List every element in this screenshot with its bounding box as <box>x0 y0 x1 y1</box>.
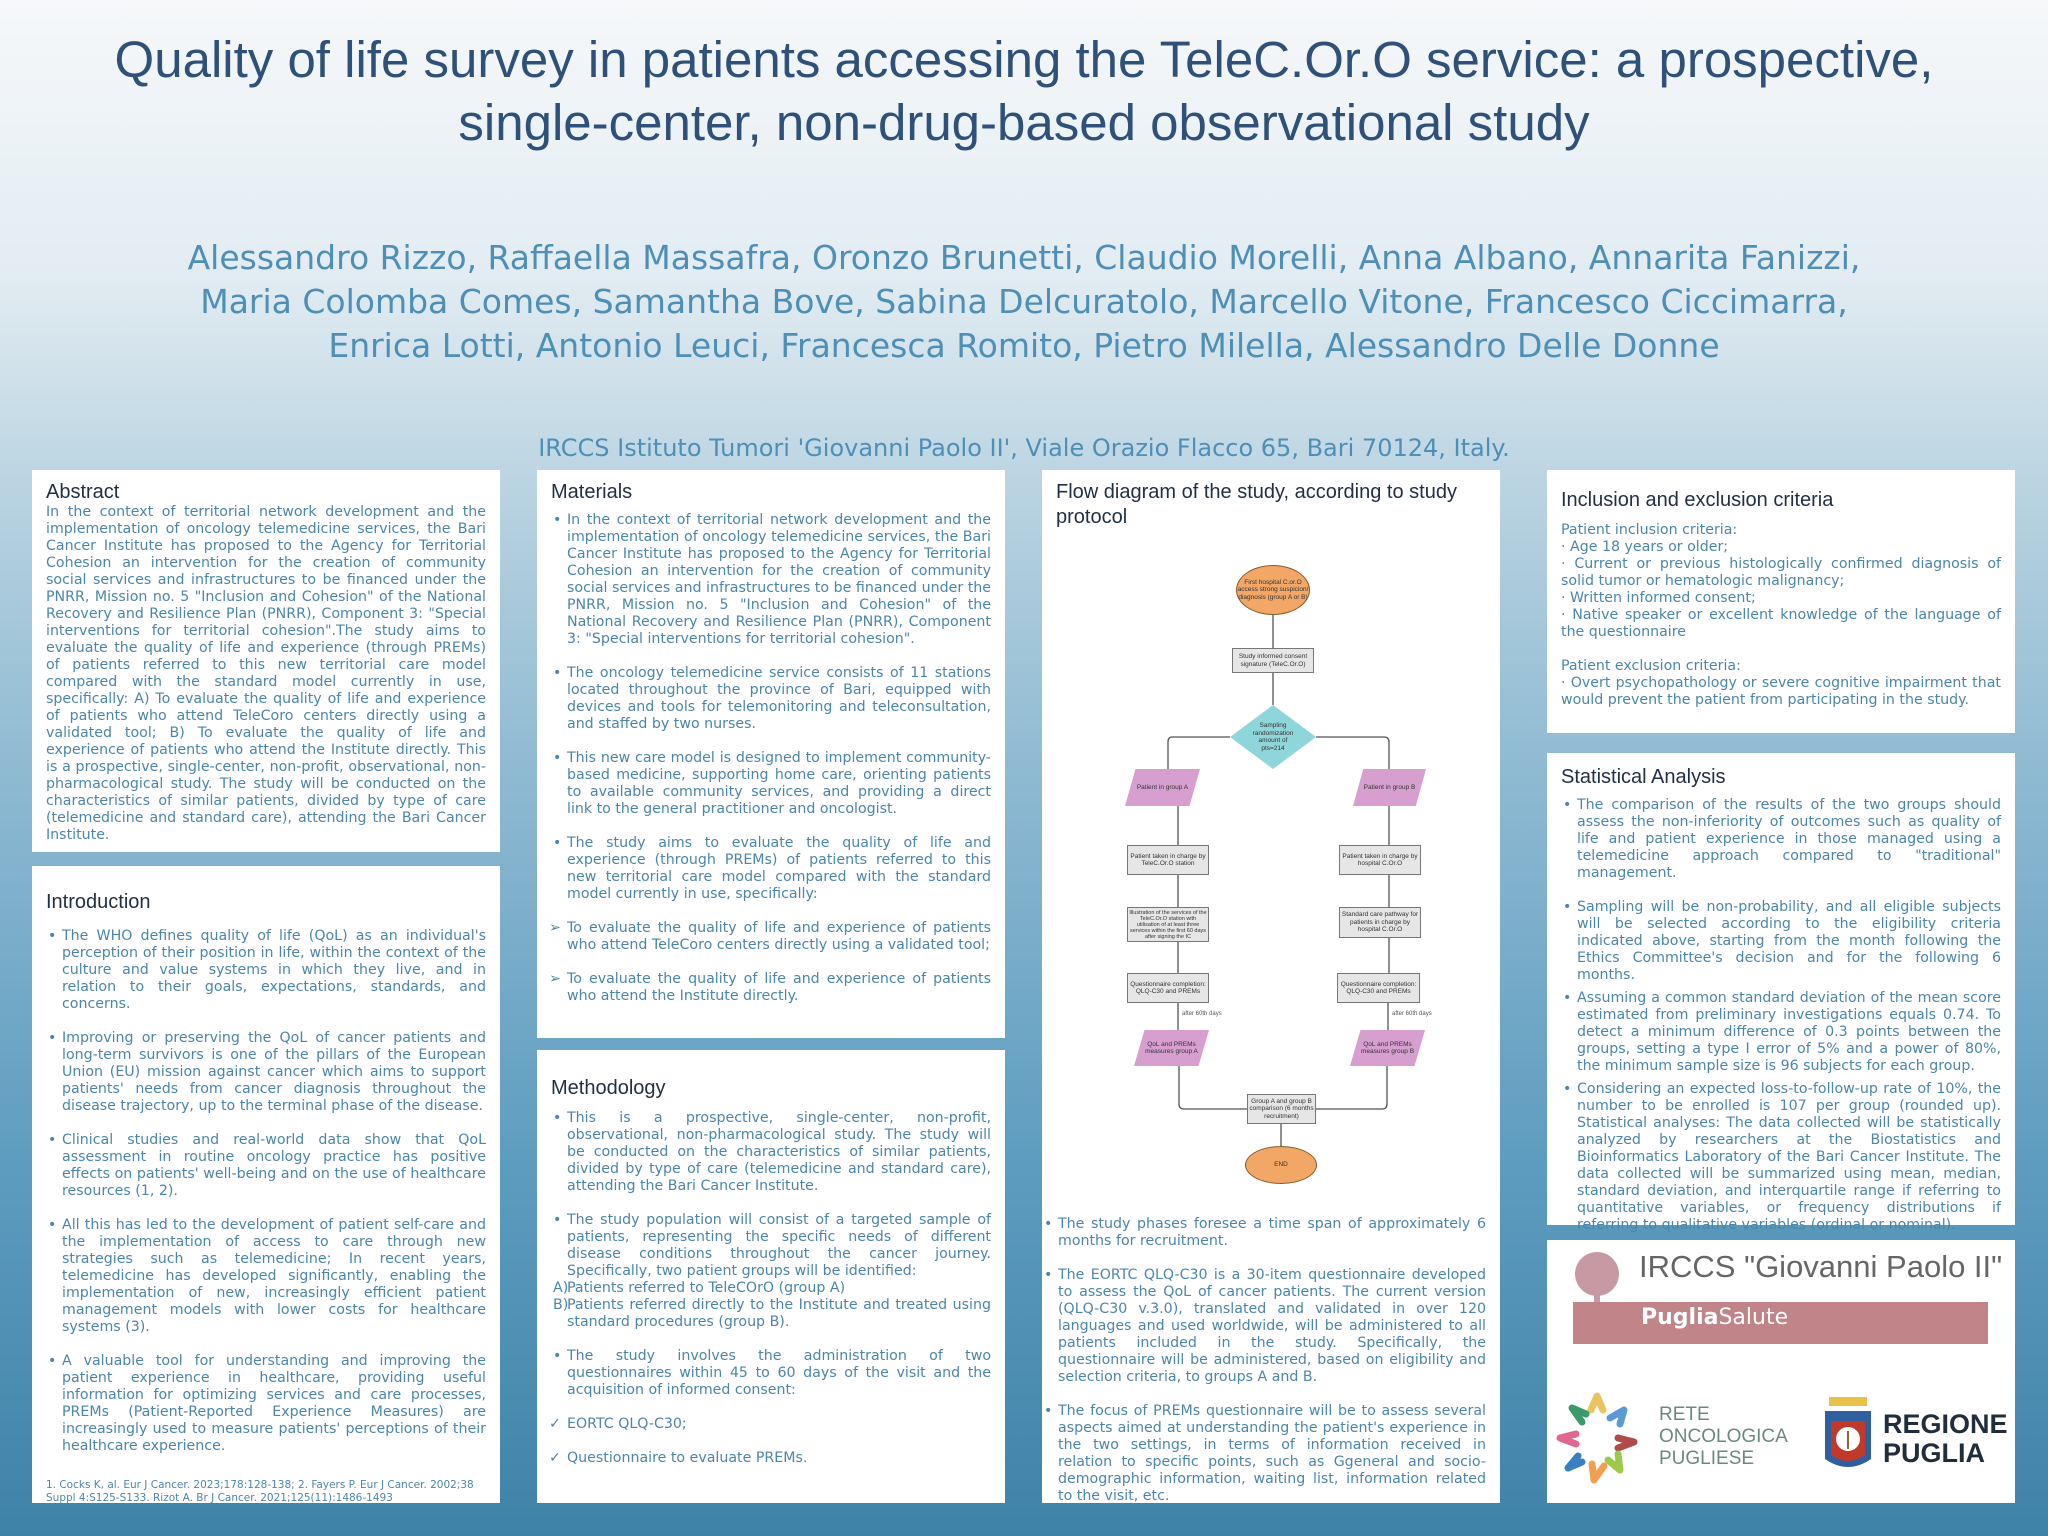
regione-puglia-text: REGIONE PUGLIA <box>1883 1410 2008 1468</box>
flow-after-b-label: after 60th days <box>1392 1011 1432 1017</box>
rete-line: ONCOLOGICA <box>1659 1426 1788 1447</box>
intro-bullet: The WHO defines quality of life (QoL) as… <box>46 928 486 1013</box>
questionnaire-item: Questionnaire to evaluate PREMs. <box>549 1450 991 1467</box>
flow-questionnaire-a-node: Questionnaire completion: QLQ-C30 and PR… <box>1127 973 1209 1003</box>
methodology-bullet: This is a prospective, single-center, no… <box>551 1110 991 1195</box>
intro-bullet: Clinical studies and real-world data sho… <box>46 1132 486 1200</box>
regione-puglia-crest-logo <box>1825 1397 1871 1467</box>
intro-bullet: A valuable tool for understanding and im… <box>46 1353 486 1455</box>
author-list: Alessandro Rizzo, Raffaella Massafra, Or… <box>187 238 1861 365</box>
regione-line: REGIONE <box>1883 1409 2008 1439</box>
inclusion-item: · Age 18 years or older; <box>1561 539 1729 555</box>
criteria-heading: Inclusion and exclusion criteria <box>1561 489 1834 511</box>
methodology-heading: Methodology <box>551 1077 666 1099</box>
introduction-heading: Introduction <box>46 891 151 913</box>
rete-oncologica-text: RETE ONCOLOGICA PUGLIESE <box>1659 1404 1788 1470</box>
materials-bullet: The oncology telemedicine service consis… <box>551 665 991 733</box>
exclusion-title: Patient exclusion criteria: <box>1561 658 1741 674</box>
materials-objective: To evaluate the quality of life and expe… <box>549 920 991 954</box>
materials-bullet: This new care model is designed to imple… <box>551 750 991 818</box>
statistics-panel: Statistical Analysis The comparison of t… <box>1547 753 2015 1233</box>
puglia-salute-rest: Salute <box>1718 1305 1789 1330</box>
statistics-bullet: The comparison of the results of the two… <box>1561 797 2001 882</box>
materials-heading: Materials <box>551 481 633 503</box>
intro-bullet: Improving or preserving the QoL of cance… <box>46 1030 486 1115</box>
flow-qol-b-node: QoL and PREMs measures group B <box>1350 1030 1425 1066</box>
flow-start-node: First hospital C.or.O access strong susp… <box>1236 565 1310 615</box>
statistics-heading: Statistical Analysis <box>1561 766 1726 788</box>
flow-qol-a-node: QoL and PREMs measures group A <box>1134 1030 1209 1066</box>
criteria-panel: Inclusion and exclusion criteria Patient… <box>1547 470 2015 733</box>
abstract-text: In the context of territorial network de… <box>46 504 486 843</box>
flow-charge-a-node: Patient taken in charge by TeleC.Or.O st… <box>1127 845 1209 875</box>
inclusion-item: · Native speaker or excellent knowledge … <box>1561 607 2001 640</box>
methodology-bullet: The study population will consist of a t… <box>551 1212 991 1280</box>
methodology-bullet: The study involves the administration of… <box>551 1348 991 1399</box>
flow-bullet: The study phases foresee a time span of … <box>1042 1216 1486 1250</box>
flow-standard-b-node: Standard care pathway for patients in ch… <box>1339 907 1421 938</box>
abstract-heading: Abstract <box>46 481 120 503</box>
inclusion-item: · Current or previous histologically con… <box>1561 556 2001 589</box>
regione-line: PUGLIA <box>1883 1438 1986 1468</box>
rete-oncologica-ribbons-logo <box>1556 1392 1638 1484</box>
flow-group-a-node: Patient in group A <box>1125 769 1200 806</box>
flow-heading: Flow diagram of the study, according to … <box>1056 481 1457 528</box>
statistics-bullet: Assuming a common standard deviation of … <box>1561 990 2001 1075</box>
flow-illustration-a-node: Illustration of the services of the Tele… <box>1127 907 1209 942</box>
statistics-bullet: Sampling will be non-probability, and al… <box>1561 899 2001 984</box>
methodology-panel: Methodology This is a prospective, singl… <box>537 1050 1005 1503</box>
rete-line: PUGLIESE <box>1659 1448 1755 1469</box>
materials-objective: To evaluate the quality of life and expe… <box>549 971 991 1005</box>
puglia-salute-bold: Puglia <box>1641 1305 1719 1330</box>
rete-line: RETE <box>1659 1404 1710 1425</box>
flow-after-a-label: after 60th days <box>1182 1011 1222 1017</box>
flow-bullet: The EORTC QLQ-C30 is a 30-item questionn… <box>1042 1267 1486 1386</box>
flow-charge-b-node: Patient taken in charge by hospital C.Or… <box>1339 845 1421 875</box>
materials-panel: Materials In the context of territorial … <box>537 470 1005 1038</box>
materials-bullet: The study aims to evaluate the quality o… <box>551 835 991 903</box>
introduction-panel: Introduction The WHO defines quality of … <box>32 866 500 1503</box>
puglia-salute-logo: PugliaSalute <box>1573 1302 1988 1344</box>
poster-title: Quality of life survey in patients acces… <box>114 31 1934 151</box>
inclusion-item: · Written informed consent; <box>1561 590 1756 606</box>
flow-questionnaire-b-node: Questionnaire completion: QLQ-C30 and PR… <box>1337 973 1420 1003</box>
affiliation: IRCCS Istituto Tumori 'Giovanni Paolo II… <box>538 434 1510 462</box>
logos-panel: IRCCS "Giovanni Paolo II" PugliaSalute R… <box>1547 1240 2015 1503</box>
group-b-item: Patients referred directly to the Instit… <box>551 1297 991 1331</box>
questionnaire-item: EORTC QLQ-C30; <box>549 1416 991 1433</box>
flow-group-b-node: Patient in group B <box>1353 769 1426 806</box>
inclusion-title: Patient inclusion criteria: <box>1561 522 1738 538</box>
exclusion-item: · Overt psychopathology or severe cognit… <box>1561 675 2001 708</box>
irccs-logo-text: IRCCS "Giovanni Paolo II" <box>1639 1249 2003 1284</box>
flow-comparison-node: Group A and group B comparison (6 months… <box>1247 1094 1316 1124</box>
flow-end-node: END <box>1245 1146 1317 1184</box>
flow-bullet: The focus of PREMs questionnaire will be… <box>1042 1403 1486 1505</box>
irccs-tree-logo <box>1575 1252 1619 1308</box>
references: 1. Cocks K, al. Eur J Cancer. 2023;178:1… <box>46 1479 474 1503</box>
group-a-item: Patients referred to TeleCOrO (group A) <box>551 1280 991 1297</box>
statistics-bullet: Considering an expected loss-to-follow-u… <box>1561 1081 2001 1234</box>
materials-bullet: In the context of territorial network de… <box>551 512 991 648</box>
flow-panel: Flow diagram of the study, according to … <box>1042 470 1500 1505</box>
abstract-panel: Abstract In the context of territorial n… <box>32 470 500 852</box>
intro-bullet: All this has led to the development of p… <box>46 1217 486 1336</box>
flow-consent-node: Study informed consent signature (TeleC.… <box>1232 648 1314 673</box>
